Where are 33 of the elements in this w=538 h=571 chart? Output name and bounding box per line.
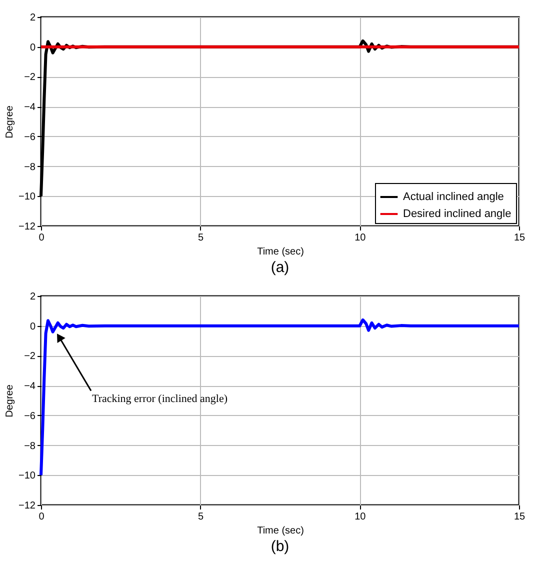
legend-label: Actual inclined angle xyxy=(403,191,504,203)
y-tick-label: −6 xyxy=(24,132,36,143)
y-tick-label: −10 xyxy=(18,192,36,203)
x-tick-label: 10 xyxy=(354,232,366,244)
y-tick-label: −4 xyxy=(24,381,36,392)
y-tick-label: −12 xyxy=(18,500,36,512)
x-tick-label: 5 xyxy=(198,232,204,244)
x-axis-title: Time (sec) xyxy=(257,526,304,536)
y-tick-label: 2 xyxy=(30,292,36,302)
y-tick-label: 2 xyxy=(30,12,36,24)
y-tick-label: −8 xyxy=(24,440,36,452)
y-tick-label: −6 xyxy=(24,410,36,422)
y-axis-title: Degree xyxy=(4,105,16,138)
annotation: Tracking error (inclined angle) xyxy=(92,393,228,406)
x-axis-title: Time (sec) xyxy=(257,246,304,258)
y-tick-label: 0 xyxy=(30,42,36,54)
y-tick-label: 0 xyxy=(30,321,36,332)
x-tick-label: 10 xyxy=(354,512,366,522)
text: (b) xyxy=(270,538,290,555)
x-tick-label: 5 xyxy=(198,512,204,522)
y-tick-label: −8 xyxy=(24,162,36,173)
y-tick-label: −4 xyxy=(24,102,36,114)
y-tick-label: −2 xyxy=(24,351,36,362)
y-tick-label: −12 xyxy=(18,222,36,232)
y-axis-title: Degree xyxy=(4,384,16,418)
y-tick-label: −2 xyxy=(24,72,36,84)
x-tick-label: 0 xyxy=(38,512,45,522)
y-tick-label: −10 xyxy=(18,470,36,482)
x-tick-label: 15 xyxy=(514,512,526,522)
x-tick-label: 15 xyxy=(514,232,526,244)
x-tick-label: 0 xyxy=(38,232,45,244)
legend-label: Desired inclined angle xyxy=(403,208,512,220)
text: (a) xyxy=(270,259,290,276)
